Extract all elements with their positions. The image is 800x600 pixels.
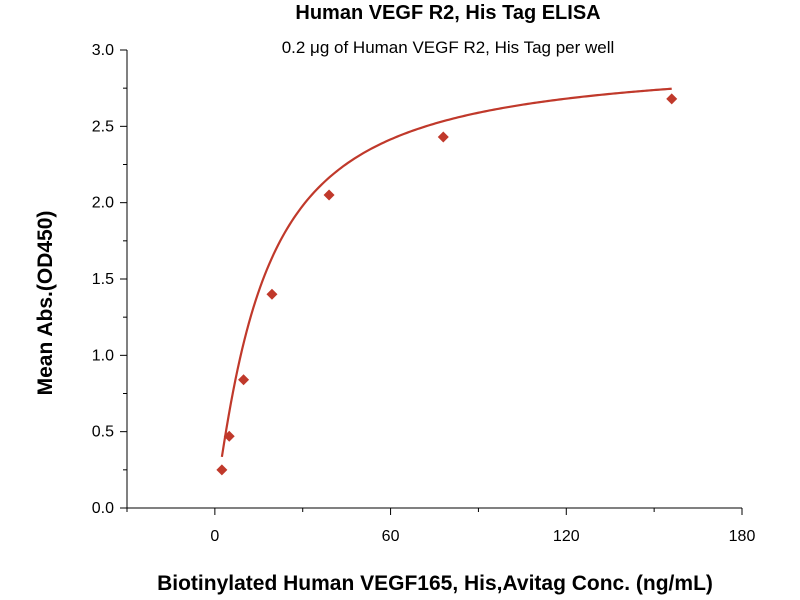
data-point bbox=[666, 93, 678, 105]
y-tick-label: 0.0 bbox=[92, 500, 114, 517]
y-tick-label: 2.5 bbox=[92, 118, 114, 135]
x-tick-label: 60 bbox=[382, 528, 400, 545]
y-tick-label: 1.5 bbox=[92, 271, 114, 288]
chart-title: Human VEGF R2, His Tag ELISA bbox=[295, 2, 600, 24]
x-tick-label: 120 bbox=[553, 528, 580, 545]
data-point bbox=[437, 131, 449, 143]
data-point bbox=[323, 189, 335, 201]
y-tick-label: 0.5 bbox=[92, 424, 114, 441]
y-axis-ticks: 0.0 0.5 1.0 1.5 2.0 2.5 3.0 bbox=[92, 42, 127, 517]
data-point bbox=[223, 430, 235, 442]
x-axis-ticks: 0 60 120 180 bbox=[126, 508, 756, 545]
y-axis-label: Mean Abs.(OD450) bbox=[34, 211, 57, 396]
data-points bbox=[216, 93, 678, 476]
chart-subtitle: 0.2 μg of Human VEGF R2, His Tag per wel… bbox=[282, 38, 615, 57]
fit-curve bbox=[220, 87, 672, 458]
y-tick-label: 2.0 bbox=[92, 195, 114, 212]
data-point bbox=[266, 288, 278, 300]
plot-area: 0.0 0.5 1.0 1.5 2.0 2.5 3.0 0 60 120 180 bbox=[92, 42, 756, 545]
data-point bbox=[238, 374, 250, 386]
x-tick-label: 180 bbox=[729, 528, 756, 545]
data-point bbox=[216, 464, 228, 476]
y-tick-label: 1.0 bbox=[92, 347, 114, 364]
x-axis-label: Biotinylated Human VEGF165, His,Avitag C… bbox=[157, 572, 713, 595]
y-tick-label: 3.0 bbox=[92, 42, 114, 59]
x-tick-label: 0 bbox=[210, 528, 219, 545]
